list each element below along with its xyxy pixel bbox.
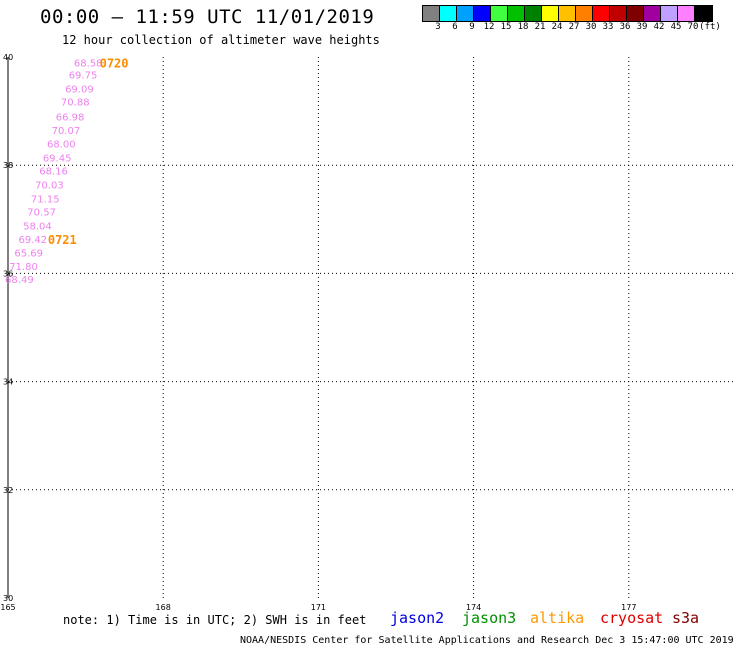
wave-height-label: 69.09 (65, 84, 94, 95)
colorbar (422, 5, 713, 22)
colorbar-label: 45 (670, 22, 682, 32)
x-tick-label: 177 (621, 603, 636, 612)
legend-cryosat: cryosat (600, 609, 664, 627)
time-annotation-label: 0721 (48, 233, 77, 247)
colorbar-label: 3 (435, 22, 441, 32)
legend-jason3: jason3 (462, 609, 517, 627)
colorbar-swatch (678, 6, 695, 21)
wave-height-label: 69.45 (43, 154, 72, 165)
colorbar-swatch (593, 6, 610, 21)
colorbar-swatch (576, 6, 593, 21)
colorbar-swatch (627, 6, 644, 21)
wave-height-label: 71.15 (31, 195, 60, 206)
wave-height-label: 68.00 (47, 140, 76, 151)
wave-height-label: 58.04 (23, 221, 52, 232)
units-note: note: 1) Time is in UTC; 2) SWH is in fe… (63, 613, 367, 627)
x-tick-label: 171 (311, 603, 326, 612)
colorbar-swatch (474, 6, 491, 21)
legend-s3a: s3a (672, 609, 700, 627)
wave-height-label: 70.03 (35, 181, 64, 192)
colorbar-label: 70 (687, 22, 699, 32)
colorbar-label: 15 (500, 22, 512, 32)
y-tick-label: 30 (3, 594, 13, 603)
colorbar-swatch (661, 6, 678, 21)
colorbar-label: (ft) (699, 22, 721, 32)
colorbar-swatch (559, 6, 576, 21)
legend-altika: altika (530, 609, 585, 627)
colorbar-label: 42 (653, 22, 665, 32)
colorbar-swatch (695, 6, 712, 21)
colorbar-label: 36 (619, 22, 631, 32)
colorbar-swatch (508, 6, 525, 21)
wave-height-label: 69.75 (69, 70, 98, 81)
y-tick-label: 40 (3, 53, 13, 62)
wave-height-label: 65.69 (14, 248, 43, 259)
colorbar-swatch (525, 6, 542, 21)
x-tick-label: 165 (0, 603, 15, 612)
y-tick-label: 36 (3, 269, 13, 278)
x-tick-label: 168 (156, 603, 171, 612)
y-tick-label: 32 (3, 486, 13, 495)
colorbar-swatch (610, 6, 627, 21)
colorbar-label: 27 (568, 22, 580, 32)
chart-title: 00:00 – 11:59 UTC 11/01/2019 (40, 6, 375, 28)
wave-height-label: 70.88 (61, 97, 90, 108)
colorbar-label: 12 (483, 22, 495, 32)
y-tick-label: 34 (3, 378, 13, 387)
y-tick-label: 38 (3, 161, 13, 170)
wave-height-label: 68.49 (5, 275, 34, 286)
wave-height-label: 70.57 (27, 208, 56, 219)
colorbar-swatch (491, 6, 508, 21)
wave-height-label: 66.98 (56, 113, 85, 124)
wave-height-label: 68.58 (74, 58, 103, 69)
colorbar-swatch (644, 6, 661, 21)
colorbar-label: 9 (469, 22, 475, 32)
colorbar-label: 18 (517, 22, 529, 32)
colorbar-label: 6 (452, 22, 458, 32)
wave-height-label: 71.80 (9, 262, 38, 273)
colorbar-label: 21 (534, 22, 546, 32)
x-tick-label: 174 (466, 603, 481, 612)
chart-subtitle: 12 hour collection of altimeter wave hei… (62, 33, 380, 47)
colorbar-label: 39 (636, 22, 648, 32)
wave-height-label: 68.16 (39, 167, 68, 178)
footer-credit: NOAA/NESDIS Center for Satellite Applica… (240, 635, 734, 646)
wave-height-label: 70.07 (52, 126, 81, 137)
legend-jason2: jason2 (390, 609, 445, 627)
colorbar-swatch (440, 6, 457, 21)
colorbar-labels: 3 6 9 12 15 18 21 24 27 30 33 36 39 42 45 70 (ft) (422, 22, 740, 34)
colorbar-label: 24 (551, 22, 563, 32)
colorbar-swatch (423, 6, 440, 21)
time-annotation-label: 0720 (100, 56, 129, 70)
colorbar-swatch (542, 6, 559, 21)
wave-height-label: 69.42 (19, 235, 48, 246)
colorbar-label: 33 (602, 22, 614, 32)
colorbar-label: 30 (585, 22, 597, 32)
colorbar-swatch (457, 6, 474, 21)
